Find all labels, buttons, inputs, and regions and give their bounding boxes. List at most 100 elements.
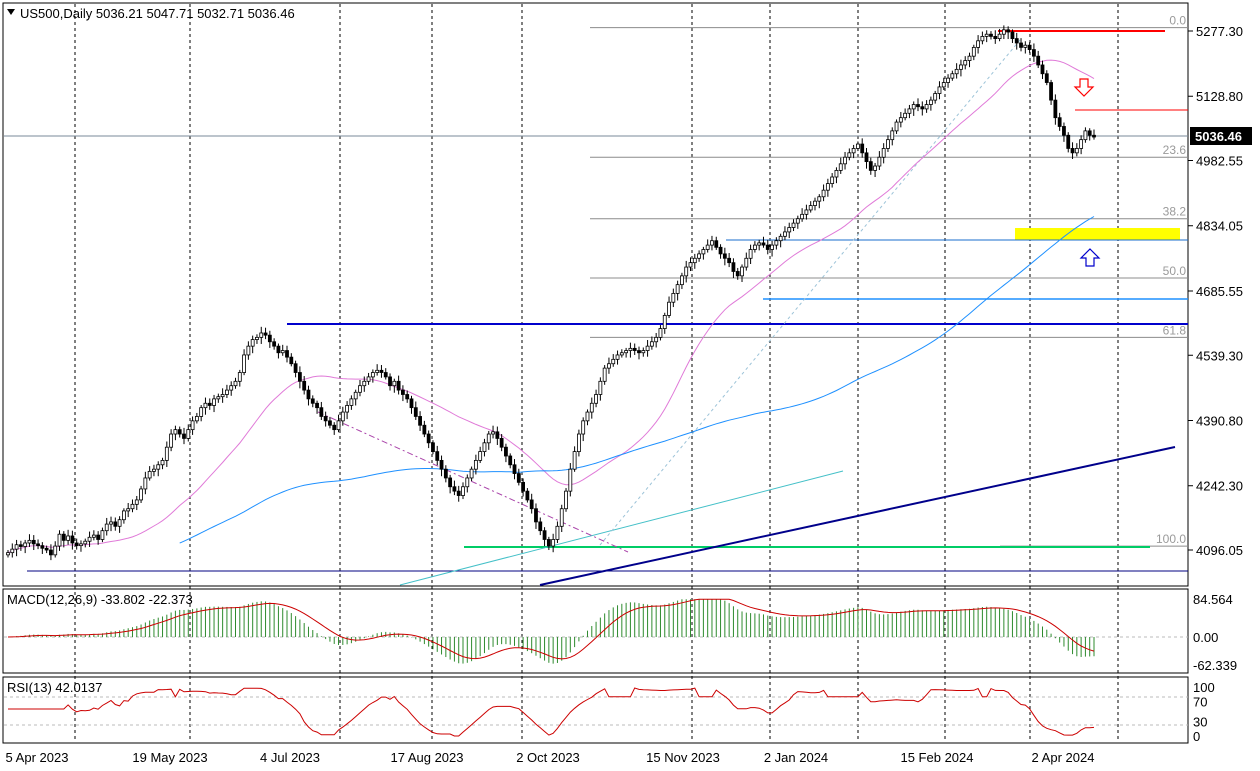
candle-body [14,544,19,550]
candle-body [504,446,508,457]
candle-body [1036,55,1041,66]
candle-body [838,163,843,171]
candle-body [941,82,946,88]
candle-body [843,156,847,165]
candle-body [422,424,427,435]
price-tick-label: 4539.30 [1196,348,1243,363]
candle-body [297,372,302,382]
candle-body [890,130,895,141]
candle-body [727,257,732,264]
candle-body [628,347,633,351]
candle-body [182,433,186,439]
candle-body [6,552,10,556]
candle-body [53,545,58,556]
candle-body [808,205,813,211]
candle-body [448,477,453,488]
candle-body [1079,139,1084,149]
candle-body [392,380,397,387]
candle-body [18,544,23,547]
candle-body [735,271,740,277]
candle-body [624,350,629,354]
candle-body [692,257,697,264]
candle-body [203,402,208,409]
candle-body [658,328,663,338]
candle-body [1044,73,1049,83]
candle-body [680,275,684,286]
candle-body [482,442,487,453]
candle-body [765,244,770,250]
fib-label: 100.0 [1156,532,1186,546]
date-label: 15 Nov 2023 [646,750,720,765]
candle-body [194,416,199,422]
candle-body [237,372,242,382]
rsi-tick-label: 100 [1193,680,1215,695]
candle-body [91,534,96,538]
date-label: 17 Aug 2023 [390,750,463,765]
candle-body [456,490,461,496]
candle-body [70,535,75,544]
macd-signal-line [7,598,1095,660]
candle-body [916,104,920,108]
candle-body [928,99,933,105]
long-trend-line [539,446,1176,586]
candle-body [821,189,826,198]
candle-body [898,117,903,123]
rsi-tick-label: 30 [1193,714,1207,729]
candle-body [967,55,972,61]
candle-body [632,347,637,351]
candle-body [340,411,345,422]
candle-body [804,209,809,215]
candle-body [572,451,577,470]
candle-body [538,521,543,532]
candle-body [199,407,204,417]
candle-body [1023,44,1028,48]
candle-body [997,33,1002,40]
candle-body [740,266,744,277]
candle-body [491,431,495,435]
candle-body [469,468,474,479]
price-tick-label: 4242.30 [1196,479,1243,494]
candle-body [877,156,882,167]
candle-body [323,416,328,422]
candle-body [83,540,88,545]
candle-body [555,525,560,540]
candle-body [860,143,865,154]
date-label: 2 Oct 2023 [516,750,580,765]
candle-body [993,36,998,40]
candle-body [757,242,762,246]
candle-body [31,539,36,545]
candle-body [443,468,448,479]
candle-body [980,36,985,42]
candle-body [1053,99,1058,119]
candle-body [134,499,139,505]
candle-body [465,477,470,488]
candle-body [306,389,311,400]
candle-body [1066,134,1071,149]
candle-body [396,380,401,391]
candle-body [276,345,281,354]
candle-body [152,468,156,472]
fib-label: 50.0 [1163,264,1187,278]
candle-body [1062,126,1066,136]
candle-body [473,459,478,470]
candle-body [413,407,418,417]
candle-body [267,334,272,343]
fib-diagonal [599,39,1021,546]
candle-body [315,402,319,409]
candle-body [109,521,113,525]
candle-body [529,499,534,510]
candle-body [310,398,315,404]
candle-body [272,341,277,347]
dropdown-triangle-icon[interactable] [7,9,15,15]
candle-body [688,262,693,268]
candle-body [907,108,912,114]
candle-body [825,183,830,191]
candle-body [229,385,234,391]
macd-tick-label: 0.00 [1193,630,1218,645]
fib-label: 23.6 [1163,143,1187,157]
up-arrow-icon [1079,248,1101,267]
rsi-panel [2,676,1189,744]
candle-body [787,227,792,233]
